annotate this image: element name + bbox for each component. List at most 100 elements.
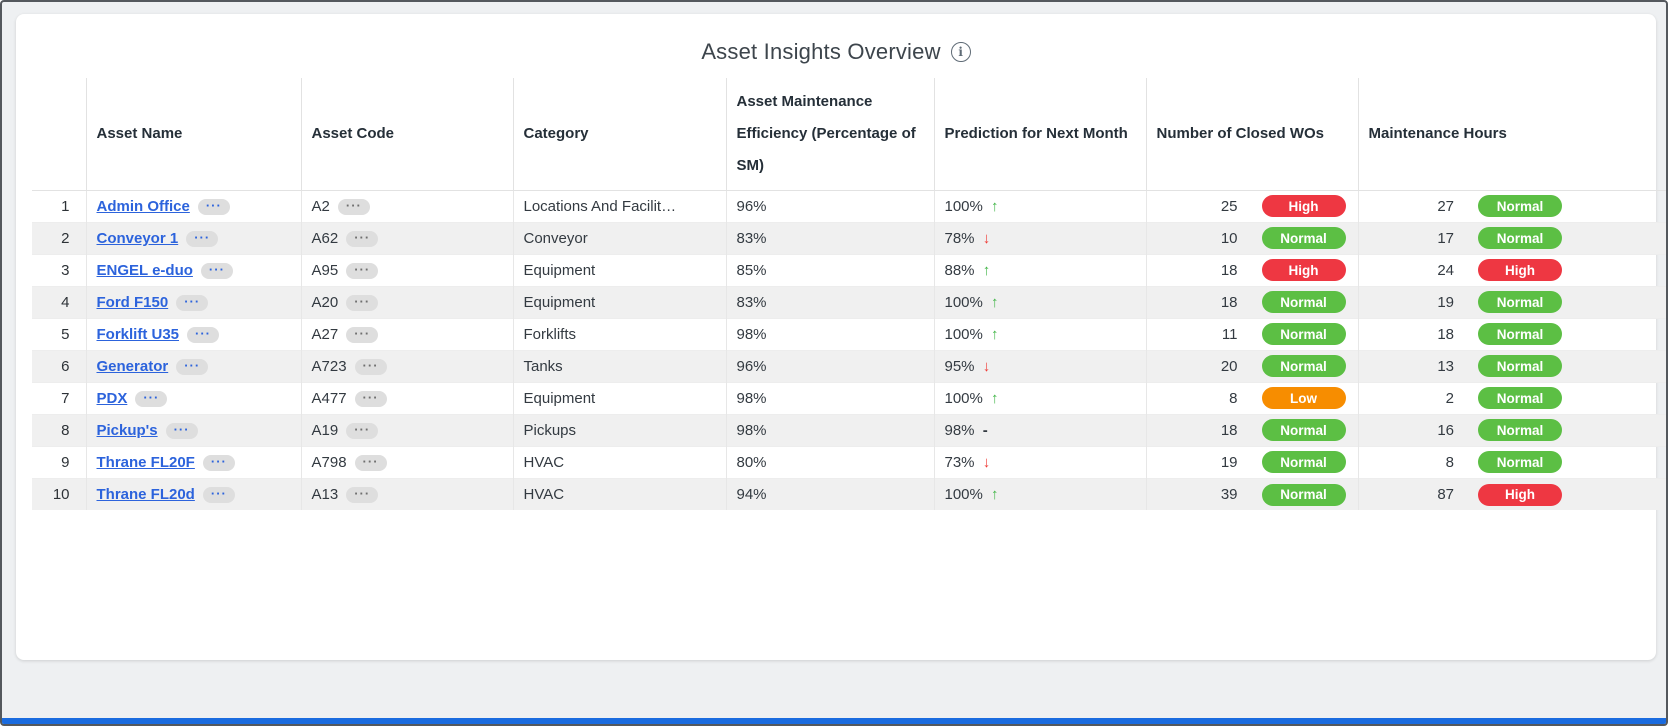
asset-name-cell: Admin Office ···	[85, 190, 301, 223]
asset-name-cell: Forklift U35 ···	[85, 318, 301, 351]
trend-arrow-icon: -	[978, 421, 988, 439]
prediction-cell: 73% ↓	[933, 446, 1146, 479]
closed-wos-cell: 18 High	[1145, 254, 1358, 287]
table-row: 4 Ford F150 ··· A20 ··· Equipment 83% 100%…	[32, 286, 1666, 319]
asset-name-link[interactable]: Pickup's	[96, 421, 158, 439]
prediction-cell: 100% ↑	[933, 190, 1146, 223]
asset-name-cell: Ford F150 ···	[85, 286, 301, 319]
more-options-icon[interactable]: ···	[135, 390, 168, 407]
asset-code-cell: A2 ···	[300, 190, 513, 223]
asset-code-value: A20	[311, 293, 339, 311]
trend-arrow-icon: ↑	[986, 389, 999, 407]
maintenance-hours-count: 27	[1437, 197, 1454, 215]
closed-wos-count: 8	[1229, 389, 1238, 407]
more-options-icon[interactable]: ···	[346, 326, 379, 343]
more-options-icon[interactable]: ···	[346, 487, 379, 504]
more-options-icon[interactable]: ···	[354, 454, 387, 471]
maintenance-hours-cell: 24 High	[1357, 254, 1666, 287]
more-options-icon[interactable]: ···	[354, 358, 387, 375]
maintenance-hours-status-badge: High	[1478, 259, 1562, 282]
closed-wos-status-badge: High	[1261, 259, 1346, 282]
asset-code-cell: A20 ···	[300, 286, 513, 319]
maintenance-hours-cell: 2 Normal	[1357, 382, 1666, 415]
trend-arrow-icon: ↓	[978, 357, 991, 375]
more-options-icon[interactable]: ···	[354, 390, 387, 407]
closed-wos-status-badge: Normal	[1261, 323, 1346, 346]
table-body: 1 Admin Office ··· A2 ··· Locations And Fa…	[32, 190, 1666, 511]
maintenance-hours-status-badge: Normal	[1478, 387, 1562, 410]
closed-wos-count: 11	[1221, 325, 1238, 343]
trend-arrow-icon: ↓	[978, 453, 991, 471]
more-options-icon[interactable]: ···	[200, 262, 233, 279]
category-cell: HVAC	[512, 478, 726, 511]
table-row: 6 Generator ··· A723 ··· Tanks 96% 95% ↓ 2…	[32, 350, 1666, 383]
asset-name-link[interactable]: Thrane FL20d	[96, 486, 195, 504]
maintenance-hours-status-badge: Normal	[1478, 227, 1562, 250]
maintenance-hours-count: 18	[1437, 325, 1454, 343]
row-number: 1	[61, 197, 70, 215]
asset-name-link[interactable]: PDX	[96, 389, 128, 407]
asset-code-cell: A477 ···	[300, 382, 513, 415]
closed-wos-count: 25	[1220, 197, 1238, 215]
maintenance-hours-cell: 8 Normal	[1357, 446, 1666, 479]
more-options-icon[interactable]: ···	[187, 326, 220, 343]
closed-wos-cell: 10 Normal	[1145, 222, 1358, 255]
more-options-icon[interactable]: ···	[202, 487, 235, 504]
closed-wos-cell: 19 Normal	[1145, 446, 1358, 479]
asset-name-link[interactable]: Admin Office	[96, 197, 190, 215]
table-header: Asset Name Asset Code Category Asset Mai…	[32, 78, 1666, 191]
column-header-index	[32, 78, 86, 191]
closed-wos-cell: 11 Normal	[1145, 318, 1358, 351]
maintenance-hours-count: 87	[1437, 486, 1454, 504]
table-row: 3 ENGEL e-duo ··· A95 ··· Equipment 85% 88…	[32, 254, 1666, 287]
column-header-closed-wos: Number of Closed WOs	[1145, 78, 1358, 191]
more-options-icon[interactable]: ···	[197, 198, 230, 215]
category-cell: Equipment	[512, 286, 726, 319]
more-options-icon[interactable]: ···	[176, 358, 209, 375]
asset-name-link[interactable]: Ford F150	[96, 293, 169, 311]
maintenance-hours-cell: 19 Normal	[1357, 286, 1666, 319]
bottom-accent-bar	[2, 718, 1666, 724]
more-options-icon[interactable]: ···	[337, 198, 370, 215]
maintenance-hours-count: 17	[1437, 229, 1454, 247]
table-row: 2 Conveyor 1 ··· A62 ··· Conveyor 83% 78% …	[32, 222, 1666, 255]
more-options-icon[interactable]: ···	[346, 230, 379, 247]
more-options-icon[interactable]: ···	[186, 230, 219, 247]
asset-name-link[interactable]: Thrane FL20F	[96, 453, 195, 471]
maintenance-hours-status-badge: Normal	[1478, 323, 1562, 346]
closed-wos-cell: 39 Normal	[1145, 478, 1358, 511]
page-title: Asset Insights Overview	[701, 39, 941, 64]
prediction-value: 100%	[944, 197, 983, 215]
asset-name-link[interactable]: ENGEL e-duo	[96, 261, 193, 279]
trend-arrow-icon: ↓	[978, 229, 991, 247]
asset-code-value: A13	[311, 486, 339, 504]
closed-wos-status-badge: Normal	[1261, 483, 1346, 506]
more-options-icon[interactable]: ···	[202, 454, 235, 471]
row-number: 9	[61, 453, 70, 471]
info-icon[interactable]: i	[950, 42, 971, 62]
prediction-cell: 100% ↑	[933, 478, 1146, 511]
more-options-icon[interactable]: ···	[346, 422, 379, 439]
asset-insights-table: Asset Name Asset Code Category Asset Mai…	[32, 78, 1666, 511]
closed-wos-status-badge: Normal	[1261, 419, 1346, 442]
prediction-value: 78%	[944, 229, 975, 247]
asset-name-link[interactable]: Forklift U35	[96, 325, 180, 343]
asset-code-value: A19	[311, 421, 339, 439]
trend-arrow-icon: ↑	[986, 197, 999, 215]
maintenance-hours-status-badge: Normal	[1478, 419, 1562, 442]
more-options-icon[interactable]: ···	[176, 294, 209, 311]
maintenance-hours-count: 2	[1445, 389, 1454, 407]
table-row: 5 Forklift U35 ··· A27 ··· Forklifts 98% 1…	[32, 318, 1666, 351]
asset-name-link[interactable]: Conveyor 1	[96, 229, 179, 247]
efficiency-cell: 83%	[725, 286, 934, 319]
maintenance-hours-count: 24	[1437, 261, 1454, 279]
asset-code-value: A95	[311, 261, 339, 279]
closed-wos-status-badge: Low	[1261, 387, 1346, 410]
more-options-icon[interactable]: ···	[346, 294, 379, 311]
row-number: 8	[61, 421, 70, 439]
asset-name-link[interactable]: Generator	[96, 357, 169, 375]
more-options-icon[interactable]: ···	[165, 422, 198, 439]
efficiency-cell: 83%	[725, 222, 934, 255]
more-options-icon[interactable]: ···	[346, 262, 379, 279]
closed-wos-status-badge: Normal	[1261, 451, 1346, 474]
